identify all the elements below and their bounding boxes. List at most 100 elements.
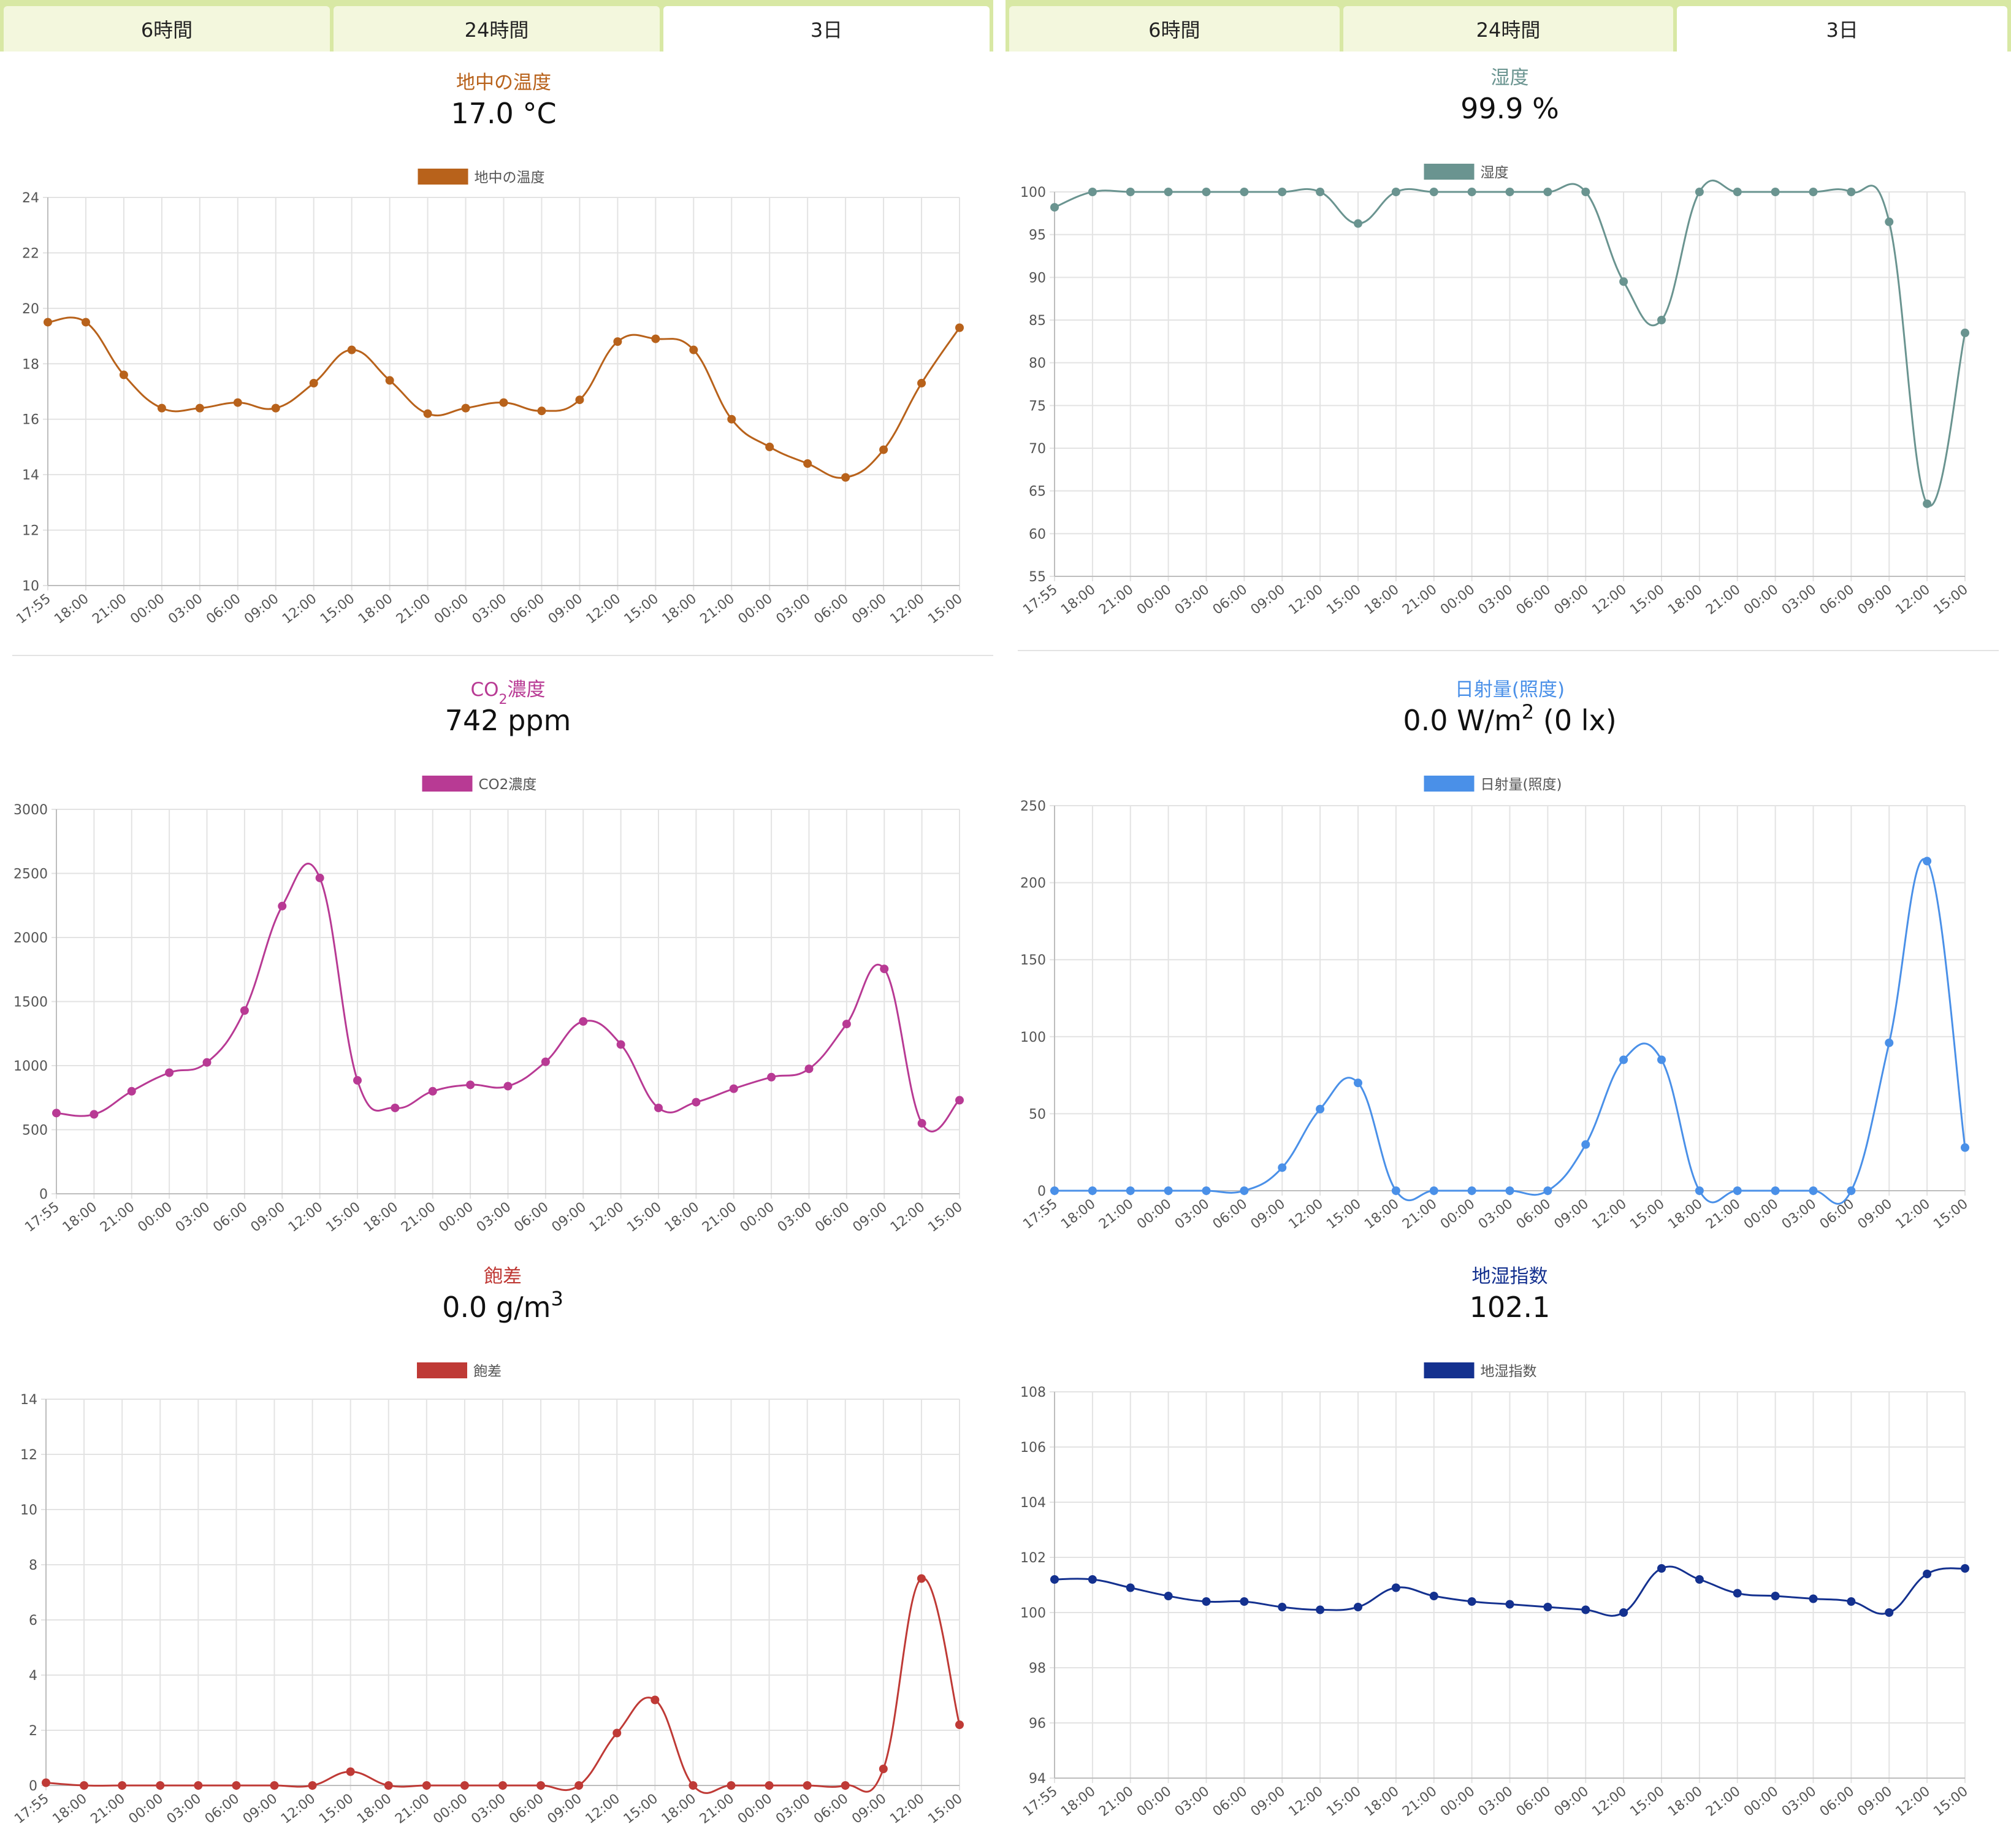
y-tick-label: 3000: [13, 803, 48, 818]
x-tick-label: 17:55: [13, 591, 53, 627]
x-tick-label: 03:00: [1779, 1784, 1819, 1820]
x-tick-label: 00:00: [135, 1199, 175, 1235]
x-tick-label: 21:00: [394, 591, 433, 627]
data-point: [391, 1103, 400, 1112]
data-point: [1657, 1055, 1666, 1064]
x-tick-label: 15:00: [925, 1199, 965, 1235]
tab-3d[interactable]: 3日: [1677, 6, 2008, 52]
x-tick-label: 06:00: [1210, 1196, 1250, 1232]
data-point: [232, 1781, 241, 1790]
data-point: [1543, 1186, 1552, 1195]
x-tick-label: 12:00: [587, 1199, 627, 1235]
data-point: [917, 1119, 926, 1128]
y-tick-label: 98: [1029, 1661, 1046, 1676]
data-point: [503, 1082, 513, 1091]
x-tick-label: 09:00: [1855, 1784, 1895, 1820]
x-tick-label: 03:00: [468, 1791, 508, 1827]
data-point: [1961, 328, 1969, 337]
x-tick-label: 12:00: [1286, 1196, 1326, 1232]
data-point: [1429, 188, 1438, 196]
data-point: [1581, 188, 1590, 196]
tab-24h[interactable]: 24時間: [1343, 6, 1674, 52]
x-tick-label: 03:00: [1172, 1196, 1212, 1232]
x-tick-label: 09:00: [1248, 1196, 1288, 1232]
tab-24h[interactable]: 24時間: [334, 6, 660, 52]
y-tick-label: 16: [22, 413, 39, 428]
x-tick-label: 17:55: [1020, 582, 1060, 618]
data-point: [466, 1080, 475, 1090]
data-point: [1278, 1163, 1287, 1172]
legend-swatch: [417, 1362, 467, 1378]
x-tick-label: 09:00: [1248, 582, 1288, 618]
x-tick-label: 12:00: [1893, 1784, 1933, 1820]
tab-6h[interactable]: 6時間: [4, 6, 330, 52]
y-tick-label: 8: [29, 1558, 37, 1573]
chart-title-subscript: 2: [499, 692, 508, 708]
tab-6h[interactable]: 6時間: [1009, 6, 1340, 52]
x-tick-label: 15:00: [1627, 1784, 1667, 1820]
legend-swatch: [422, 776, 473, 792]
data-point: [579, 1017, 588, 1026]
section-divider: [1018, 650, 1999, 651]
data-point: [1429, 1592, 1438, 1600]
x-tick-label: 00:00: [737, 1199, 777, 1235]
data-point: [1809, 1186, 1818, 1195]
x-tick-label: 15:00: [1627, 1196, 1667, 1232]
x-tick-label: 06:00: [204, 591, 243, 627]
data-point: [165, 1068, 174, 1077]
data-point: [1619, 1608, 1628, 1617]
data-point: [1429, 1186, 1438, 1195]
data-point: [1733, 1186, 1742, 1195]
solar-radiation-chart: 日射量(照度)0.0 W/m2 (0 lx)日射量(照度)05010015020…: [1020, 679, 1971, 1232]
data-point: [1581, 1605, 1590, 1614]
data-point: [1391, 1186, 1400, 1195]
chart-legend: 日射量(照度): [1424, 776, 1562, 793]
current-value: 99.9 %: [1460, 92, 1559, 125]
x-tick-label: 12:00: [1286, 582, 1326, 618]
x-tick-label: 18:00: [52, 591, 91, 627]
x-tick-label: 09:00: [1552, 582, 1592, 618]
data-point: [1809, 188, 1818, 196]
x-tick-label: 21:00: [1400, 1196, 1440, 1232]
y-tick-label: 500: [22, 1123, 48, 1139]
data-point: [917, 378, 926, 388]
x-tick-label: 15:00: [925, 1791, 965, 1827]
x-tick-label: 03:00: [166, 591, 205, 627]
chart-title: CO2濃度: [470, 679, 545, 708]
x-tick-label: 09:00: [248, 1199, 288, 1235]
x-tick-label: 03:00: [1779, 1196, 1819, 1232]
data-point: [278, 901, 287, 911]
x-tick-label: 09:00: [849, 1791, 889, 1827]
x-tick-label: 03:00: [1476, 1196, 1516, 1232]
data-point: [1316, 1605, 1325, 1614]
x-tick-label: 03:00: [773, 1791, 813, 1827]
y-tick-label: 10: [22, 579, 39, 594]
legend-label: 地中の温度: [475, 170, 545, 186]
x-tick-label: 12:00: [1589, 582, 1629, 618]
data-point: [1771, 1186, 1780, 1195]
x-tick-label: 15:00: [1931, 1196, 1971, 1232]
data-point: [612, 1728, 622, 1738]
vapor-pressure-deficit-chart: 飽差0.0 g/m3飽差0246810121417:5518:0021:0000…: [12, 1266, 965, 1827]
y-tick-label: 250: [1020, 799, 1046, 814]
x-tick-label: 18:00: [1058, 582, 1098, 618]
x-tick-label: 00:00: [1438, 582, 1478, 618]
chart-legend: 飽差: [417, 1362, 502, 1380]
data-point: [1733, 188, 1742, 196]
chart-legend: 地中の温度: [418, 169, 545, 186]
x-tick-label: 21:00: [1096, 1784, 1136, 1820]
x-tick-label: 00:00: [1134, 582, 1174, 618]
x-tick-label: 00:00: [128, 591, 167, 627]
data-point: [1543, 188, 1552, 196]
current-value: 742 ppm: [445, 704, 571, 737]
data-point: [1202, 188, 1211, 196]
chart-title: 飽差: [484, 1266, 522, 1288]
data-point: [1164, 1592, 1173, 1600]
data-point: [346, 1767, 355, 1776]
chart-title-text: CO: [470, 679, 498, 701]
data-point: [1619, 277, 1628, 286]
tab-3d[interactable]: 3日: [663, 6, 990, 52]
y-tick-label: 0: [39, 1187, 48, 1202]
current-value-superscript: 3: [551, 1287, 563, 1310]
data-point: [1809, 1594, 1818, 1603]
